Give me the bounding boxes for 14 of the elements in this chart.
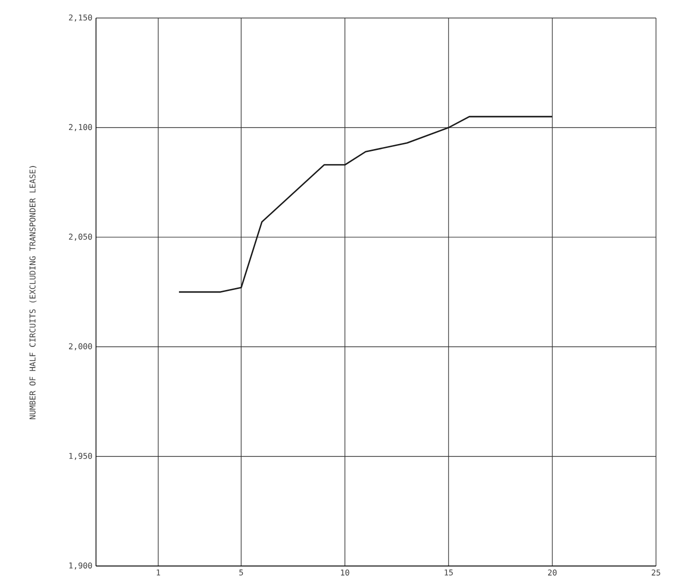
y-tick-label: 2,000 [68,343,92,350]
x-tick-label: 1 [156,570,160,576]
y-tick-label: 2,150 [68,14,92,22]
y-tick-label: 1,900 [69,562,92,570]
x-tick-label: 25 [652,570,660,576]
y-tick-label: 2,050 [68,234,92,241]
y-axis-title: NUMBER OF HALF CIRCUITS (EXCLUDING TRANSPONDER LEASE) [29,166,36,420]
y-tick-label: 1,950 [69,452,92,460]
x-tick-label: 5 [239,570,243,576]
x-tick-label: 10 [341,570,350,576]
y-tick-label: 2,100 [68,124,92,132]
line-series [178,116,553,293]
x-tick-label: 20 [548,570,557,576]
x-tick-label: 15 [444,570,453,576]
